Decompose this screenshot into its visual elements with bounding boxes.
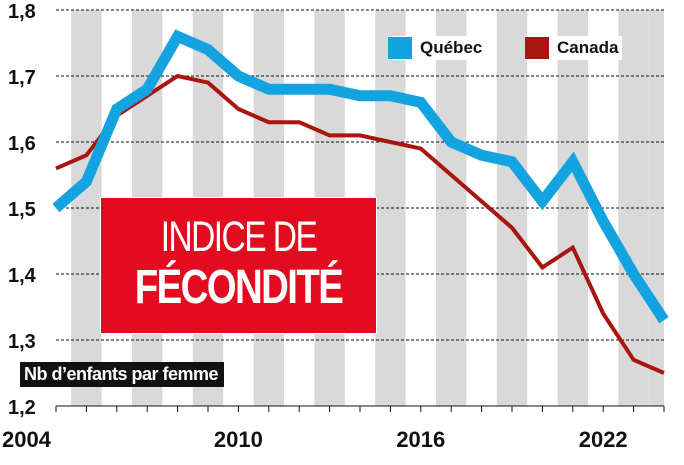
chart-title-line-1: INDICE DE [160,213,318,261]
series-lines [52,29,669,375]
x-tick-label-2004: 2004 [2,427,52,452]
x-tick-label-2016: 2016 [396,427,445,452]
legend-label-quebec: Québec [420,38,483,57]
x-axis-ticks: 2004 2010 2016 2022 [2,406,665,452]
y-axis-ticks: 1,2 1,3 1,4 1,5 1,6 1,7 1,8 [8,1,37,419]
y-tick-label-1,7: 1,7 [8,67,36,89]
y-tick-label-1,2: 1,2 [8,397,36,419]
y-axis-label: Nb d’enfants par femme [20,362,225,387]
legend-swatch-quebec [388,37,412,59]
x-tick-label-2022: 2022 [579,427,628,452]
chart-title-box: INDICE DE FÉCONDITÉ [100,197,377,334]
series-line-quebec [52,29,669,324]
legend-item-quebec: Québec [388,36,487,60]
chart-title-line-2: FÉCONDITÉ [134,261,344,314]
y-tick-label-1,6: 1,6 [8,133,36,155]
y-tick-label-1,5: 1,5 [8,199,36,221]
y-tick-label-1,4: 1,4 [8,265,37,287]
legend-item-canada: Canada [525,36,623,60]
y-tick-label-1,8: 1,8 [8,1,36,23]
x-tick-label-2010: 2010 [214,427,263,452]
series-line-canada [55,73,665,375]
y-tick-label-1,3: 1,3 [8,331,36,353]
stripe-2015 [375,10,406,406]
legend-label-canada: Canada [557,38,619,57]
legend-swatch-canada [525,37,549,59]
